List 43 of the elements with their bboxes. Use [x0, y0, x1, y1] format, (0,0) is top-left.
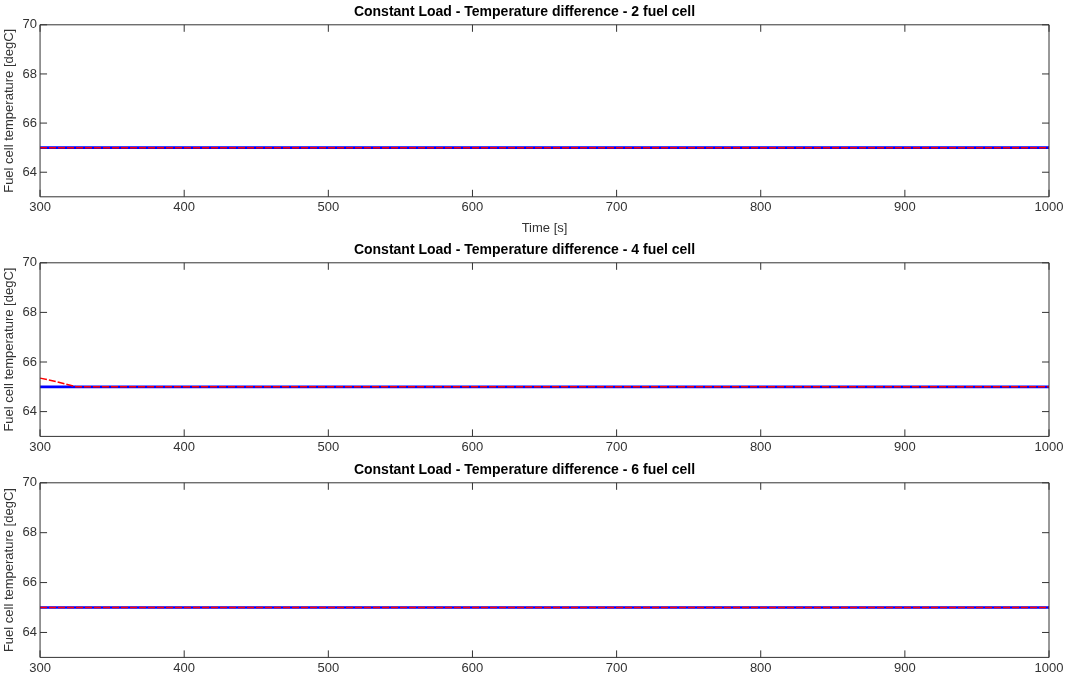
x-tick-label: 300 — [29, 659, 51, 675]
y-tick-label: 68 — [22, 524, 38, 540]
x-tick-label: 1000 — [1034, 438, 1064, 454]
chart-title: Constant Load - Temperature difference - 4 fuel cell — [353, 241, 696, 258]
y-tick-label: 66 — [22, 114, 38, 130]
x-tick-label: 500 — [317, 438, 340, 454]
x-tick-label: 600 — [461, 199, 484, 215]
x-tick-label: 700 — [605, 199, 628, 215]
x-tick-label: 900 — [894, 659, 916, 675]
y-tick-label: 70 — [22, 254, 38, 270]
y-axis-title: Fuel cell temperature [degC] — [1, 28, 17, 193]
x-tick-label: 800 — [749, 438, 772, 454]
x-tick-label: 300 — [29, 438, 51, 454]
y-tick-label: 66 — [22, 574, 38, 590]
x-tick-label: 400 — [173, 659, 196, 675]
x-tick-label: 400 — [173, 199, 196, 215]
x-tick-label: 800 — [749, 659, 772, 675]
x-tick-label: 900 — [894, 199, 916, 215]
x-tick-label: 1000 — [1034, 199, 1064, 215]
x-tick-label: 300 — [29, 199, 51, 215]
x-tick-label: 500 — [317, 659, 340, 675]
y-tick-label: 66 — [22, 353, 38, 369]
x-tick-label: 700 — [605, 659, 628, 675]
y-axis-title: Fuel cell temperature [degC] — [1, 488, 17, 653]
y-tick-label: 64 — [22, 403, 38, 419]
x-tick-label: 900 — [894, 438, 916, 454]
x-tick-label: 700 — [605, 438, 628, 454]
chart-title: Constant Load - Temperature difference - 2 fuel cell — [353, 3, 696, 20]
y-tick-label: 64 — [22, 624, 38, 640]
y-tick-label: 70 — [22, 474, 38, 490]
x-tick-label: 1000 — [1034, 659, 1064, 675]
y-tick-label: 64 — [22, 163, 38, 179]
x-axis-title: Time [s] — [521, 219, 568, 235]
y-tick-label: 68 — [22, 303, 38, 319]
x-tick-label: 400 — [173, 438, 196, 454]
y-axis-title: Fuel cell temperature [degC] — [1, 267, 17, 432]
y-tick-label: 68 — [22, 65, 38, 81]
x-tick-label: 800 — [749, 199, 772, 215]
x-tick-label: 500 — [317, 199, 340, 215]
y-tick-label: 70 — [22, 16, 38, 32]
chart-title: Constant Load - Temperature difference - 6 fuel cell — [353, 461, 696, 478]
x-tick-label: 600 — [461, 659, 484, 675]
x-tick-label: 600 — [461, 438, 484, 454]
